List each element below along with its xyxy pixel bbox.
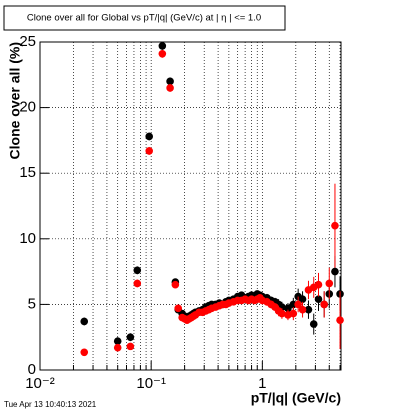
marker: [298, 305, 307, 314]
timestamp: Tue Apr 13 10:40:13 2021: [4, 400, 97, 409]
y-tick-label: 20: [19, 99, 36, 116]
marker: [174, 304, 182, 313]
marker: [113, 343, 122, 352]
plot-frame: [39, 41, 342, 371]
marker: [126, 333, 135, 342]
marker: [126, 342, 135, 351]
y-tick-label: 25: [19, 33, 36, 50]
marker: [145, 147, 153, 155]
marker: [331, 221, 339, 230]
marker: [278, 309, 286, 318]
marker: [314, 280, 323, 289]
x-axis-title: pT/|q| (GeV/c): [251, 390, 341, 406]
marker: [294, 300, 302, 309]
marker: [298, 295, 307, 303]
marker: [320, 300, 328, 309]
marker: [325, 279, 334, 288]
marker: [80, 348, 89, 357]
marker: [314, 295, 323, 303]
chart-title: Clone over all for Global vs pT/|q| (GeV…: [27, 13, 261, 24]
marker: [309, 320, 318, 328]
marker: [133, 266, 142, 275]
title-box: [3, 5, 286, 31]
marker: [336, 316, 344, 324]
marker: [284, 304, 292, 313]
x-tick-label: 1: [258, 375, 266, 392]
marker: [331, 267, 339, 276]
y-tick-label: 15: [19, 164, 36, 181]
marker: [166, 84, 174, 92]
marker: [289, 309, 298, 318]
x-tick-label: 10⁻²: [25, 375, 55, 392]
y-tick-label: 10: [19, 230, 36, 247]
y-axis-title: Clone over all (%): [7, 42, 23, 159]
y-tick-label: 0: [28, 361, 36, 378]
y-tick-label: 5: [28, 295, 36, 312]
marker: [145, 132, 153, 141]
marker: [80, 317, 89, 326]
marker: [158, 50, 167, 58]
marker: [171, 280, 180, 289]
marker: [113, 337, 122, 345]
marker: [166, 77, 174, 86]
marker: [304, 305, 313, 314]
x-tick-label: 10⁻¹: [136, 375, 166, 392]
marker: [158, 42, 167, 50]
marker: [133, 279, 142, 288]
